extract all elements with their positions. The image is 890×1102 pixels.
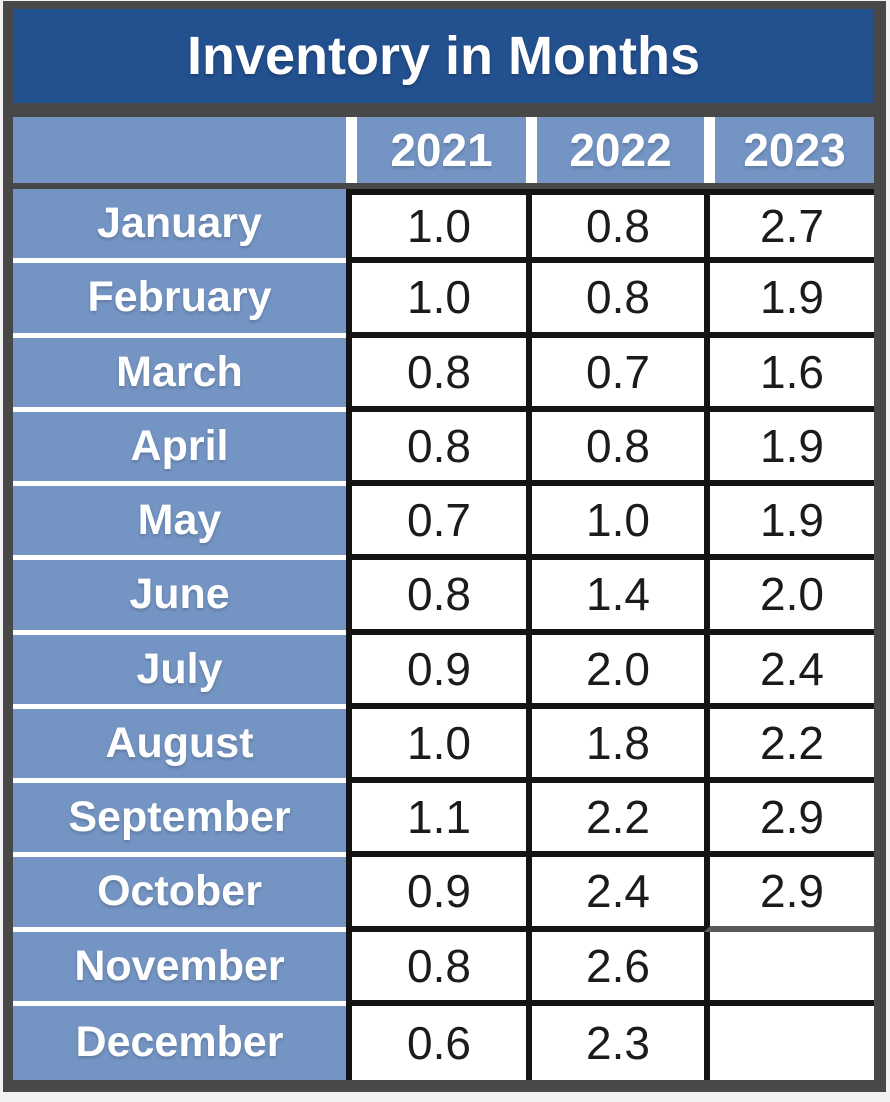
cell-dec-2023 [704,1005,874,1080]
cell-mar-2023: 1.6 [704,337,874,412]
cell-oct-2023: 2.9 [704,857,874,932]
year-header-2023: 2023 [704,117,874,183]
cell-nov-2023 [704,931,874,1006]
cell-sep-2022: 2.2 [526,783,704,858]
month-label-december: December [13,1005,346,1080]
cell-jan-2023: 2.7 [704,189,874,264]
month-label-august: August [13,708,346,783]
month-label-september: September [13,783,346,858]
cell-jul-2022: 2.0 [526,634,704,709]
cell-dec-2021: 0.6 [346,1005,526,1080]
cell-feb-2022: 0.8 [526,263,704,338]
month-label-october: October [13,857,346,932]
table-body: January 1.0 0.8 2.7 February 1.0 0.8 1.9… [13,189,874,1080]
month-label-july: July [13,634,346,709]
month-label-june: June [13,560,346,635]
table-title: Inventory in Months [13,9,874,103]
year-header-2022: 2022 [526,117,704,183]
cell-sep-2021: 1.1 [346,783,526,858]
cell-apr-2022: 0.8 [526,411,704,486]
cell-may-2022: 1.0 [526,486,704,561]
cell-jun-2023: 2.0 [704,560,874,635]
table-header-row: 2021 2022 2023 [13,117,874,183]
cell-sep-2023: 2.9 [704,783,874,858]
month-label-november: November [13,931,346,1006]
cell-oct-2021: 0.9 [346,857,526,932]
month-label-january: January [13,189,346,264]
cell-may-2023: 1.9 [704,486,874,561]
cell-jul-2023: 2.4 [704,634,874,709]
cell-mar-2021: 0.8 [346,337,526,412]
cell-may-2021: 0.7 [346,486,526,561]
cell-jan-2022: 0.8 [526,189,704,264]
month-label-march: March [13,337,346,412]
cell-feb-2023: 1.9 [704,263,874,338]
cell-jun-2021: 0.8 [346,560,526,635]
cell-dec-2022: 2.3 [526,1005,704,1080]
cell-aug-2021: 1.0 [346,708,526,783]
cell-jun-2022: 1.4 [526,560,704,635]
cell-jul-2021: 0.9 [346,634,526,709]
cell-oct-2022: 2.4 [526,857,704,932]
month-label-may: May [13,486,346,561]
cell-jan-2021: 1.0 [346,189,526,264]
month-label-april: April [13,411,346,486]
month-label-february: February [13,263,346,338]
year-header-2021: 2021 [346,117,526,183]
cell-apr-2023: 1.9 [704,411,874,486]
cell-nov-2022: 2.6 [526,931,704,1006]
cell-feb-2021: 1.0 [346,263,526,338]
cell-apr-2021: 0.8 [346,411,526,486]
inventory-table: Inventory in Months 2021 2022 2023 Janua… [3,1,886,1092]
cell-aug-2023: 2.2 [704,708,874,783]
corner-cell [13,117,346,183]
cell-aug-2022: 1.8 [526,708,704,783]
cell-nov-2021: 0.8 [346,931,526,1006]
cell-mar-2022: 0.7 [526,337,704,412]
